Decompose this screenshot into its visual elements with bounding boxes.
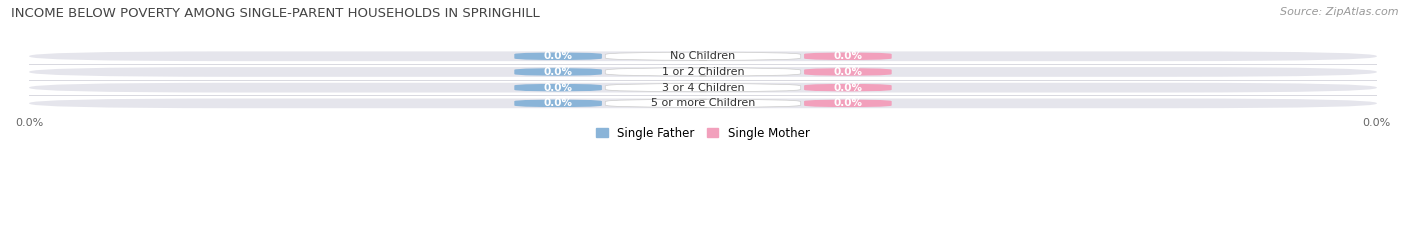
FancyBboxPatch shape (804, 52, 891, 60)
Text: 0.0%: 0.0% (834, 83, 862, 93)
FancyBboxPatch shape (804, 99, 891, 107)
Text: 0.0%: 0.0% (544, 67, 572, 77)
FancyBboxPatch shape (804, 84, 891, 92)
FancyBboxPatch shape (606, 68, 800, 76)
FancyBboxPatch shape (515, 99, 602, 107)
FancyBboxPatch shape (30, 99, 1376, 108)
Text: 0.0%: 0.0% (544, 83, 572, 93)
Text: Source: ZipAtlas.com: Source: ZipAtlas.com (1281, 7, 1399, 17)
Text: No Children: No Children (671, 51, 735, 61)
FancyBboxPatch shape (515, 68, 602, 76)
FancyBboxPatch shape (30, 67, 1376, 77)
Text: 3 or 4 Children: 3 or 4 Children (662, 83, 744, 93)
Legend: Single Father, Single Mother: Single Father, Single Mother (596, 127, 810, 140)
FancyBboxPatch shape (515, 84, 602, 92)
Text: 0.0%: 0.0% (834, 51, 862, 61)
Text: 1 or 2 Children: 1 or 2 Children (662, 67, 744, 77)
Text: INCOME BELOW POVERTY AMONG SINGLE-PARENT HOUSEHOLDS IN SPRINGHILL: INCOME BELOW POVERTY AMONG SINGLE-PARENT… (11, 7, 540, 20)
FancyBboxPatch shape (515, 52, 602, 60)
Text: 0.0%: 0.0% (544, 98, 572, 108)
FancyBboxPatch shape (606, 99, 800, 107)
Text: 0.0%: 0.0% (834, 67, 862, 77)
FancyBboxPatch shape (804, 68, 891, 76)
FancyBboxPatch shape (30, 51, 1376, 61)
FancyBboxPatch shape (606, 84, 800, 92)
Text: 0.0%: 0.0% (544, 51, 572, 61)
Text: 0.0%: 0.0% (834, 98, 862, 108)
FancyBboxPatch shape (606, 52, 800, 60)
FancyBboxPatch shape (30, 83, 1376, 93)
Text: 5 or more Children: 5 or more Children (651, 98, 755, 108)
